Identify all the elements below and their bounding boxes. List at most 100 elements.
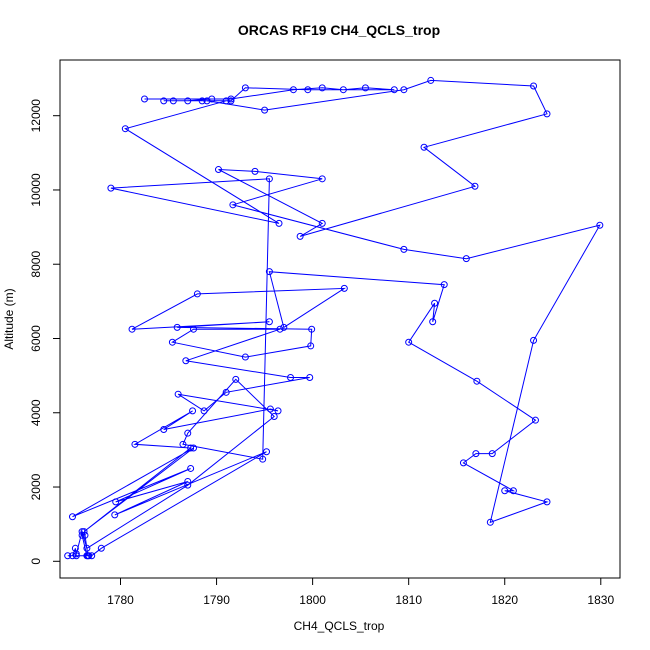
data-point [227, 95, 235, 103]
data-point [400, 86, 408, 94]
chart-title: ORCAS RF19 CH4_QCLS_trop [238, 22, 440, 38]
data-point [78, 528, 86, 536]
data-point [530, 82, 538, 90]
data-point [289, 86, 297, 94]
data-point [473, 377, 481, 385]
data-point [265, 175, 273, 183]
data-point [107, 184, 115, 192]
data-point [400, 245, 408, 253]
y-axis-label: Altitude (m) [2, 288, 16, 349]
data-point [241, 353, 249, 361]
data-point [184, 97, 192, 105]
data-point [427, 76, 435, 84]
data-point [121, 125, 129, 133]
y-axis: 0 2000 4000 6000 8000 10000 12000 [29, 99, 61, 565]
data-point [405, 338, 413, 346]
data-point [318, 219, 326, 227]
x-tick-label: 1820 [491, 593, 518, 607]
data-point [227, 97, 235, 105]
data-point [251, 167, 259, 175]
data-point [128, 325, 136, 333]
data-point [83, 544, 91, 552]
data-point [190, 444, 198, 452]
data-point [193, 290, 201, 298]
data-point [88, 552, 96, 560]
plot-area [64, 76, 604, 560]
data-point [266, 405, 274, 413]
data-point [263, 448, 271, 456]
data-point [275, 219, 283, 227]
data-point [214, 166, 222, 174]
y-tick-label: 6000 [29, 325, 43, 352]
data-point [486, 518, 494, 526]
data-point [84, 552, 92, 560]
data-point [307, 342, 315, 350]
data-point [68, 552, 76, 560]
data-point [531, 416, 539, 424]
data-point [190, 325, 198, 333]
data-point [431, 299, 439, 307]
data-point [141, 95, 149, 103]
data-point [189, 407, 197, 415]
data-point [160, 97, 168, 105]
data-point [488, 450, 496, 458]
data-point [339, 86, 347, 94]
data-point [112, 498, 120, 506]
data-point [390, 86, 398, 94]
data-point [111, 511, 119, 519]
data-point [274, 407, 282, 415]
y-tick-label: 4000 [29, 399, 43, 426]
data-point [306, 373, 314, 381]
y-tick-label: 0 [29, 558, 43, 565]
data-point [168, 338, 176, 346]
data-point [72, 550, 80, 558]
data-point [361, 84, 369, 92]
data-point [459, 459, 467, 467]
data-point [184, 429, 192, 437]
data-point [440, 281, 448, 289]
data-point [429, 318, 437, 326]
data-point [462, 255, 470, 263]
data-point [318, 175, 326, 183]
data-point [259, 455, 267, 463]
data-point [131, 440, 139, 448]
data-point [173, 323, 181, 331]
data-point [270, 412, 278, 420]
data-point [97, 544, 105, 552]
data-point [174, 390, 182, 398]
x-tick-label: 1830 [587, 593, 614, 607]
y-tick-label: 2000 [29, 473, 43, 500]
x-tick-label: 1810 [395, 593, 422, 607]
data-point [509, 487, 517, 495]
data-point [472, 450, 480, 458]
data-point [280, 323, 288, 331]
y-tick-label: 8000 [29, 251, 43, 278]
series-2-line [75, 87, 395, 555]
data-point [229, 201, 237, 209]
data-point [543, 498, 551, 506]
data-point [530, 336, 538, 344]
data-point [501, 487, 509, 495]
data-point [308, 325, 316, 333]
series-1-line [67, 79, 601, 557]
data-point [296, 232, 304, 240]
x-tick-label: 1780 [107, 593, 134, 607]
data-point [543, 110, 551, 118]
data-point [241, 84, 249, 92]
plot-frame [59, 59, 621, 579]
data-point [64, 552, 72, 560]
data-point [318, 84, 326, 92]
data-point [187, 464, 195, 472]
data-point [340, 284, 348, 292]
data-point [184, 477, 192, 485]
data-point [179, 440, 187, 448]
data-point [596, 221, 604, 229]
data-point [420, 143, 428, 151]
y-tick-label: 10000 [29, 173, 43, 207]
y-tick-label: 12000 [29, 99, 43, 133]
data-point [198, 97, 206, 105]
data-point [222, 97, 230, 105]
data-point [265, 268, 273, 276]
data-point [187, 444, 195, 452]
x-axis: 1780 1790 1800 1810 1820 1830 [107, 577, 614, 607]
